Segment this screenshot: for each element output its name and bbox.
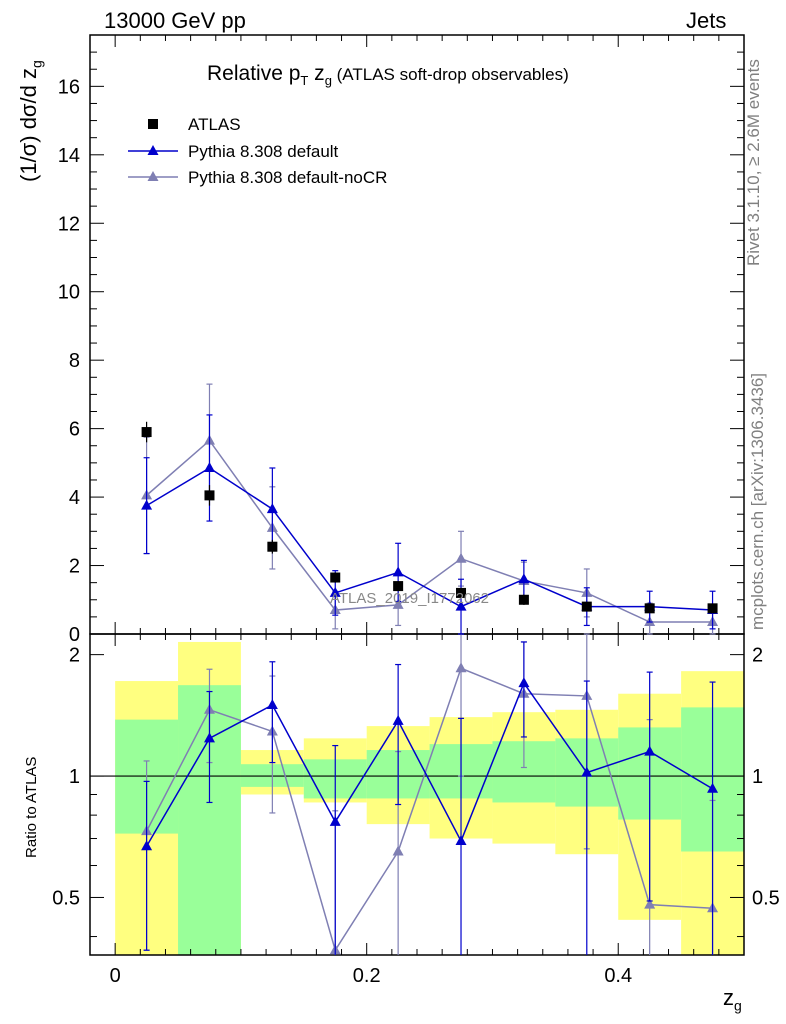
y-tick-label-ratio-right: 1	[752, 766, 763, 788]
pythia-nocr-line	[146, 439, 713, 623]
x-tick-label: 0.2	[353, 965, 381, 987]
y-tick-label-main: 14	[58, 145, 80, 167]
pythia-default-ratio-marker	[141, 840, 153, 851]
x-tick-label: 0.4	[604, 965, 632, 987]
header-right: Jets	[686, 8, 727, 33]
pythia-default-marker	[266, 503, 278, 514]
atlas-marker	[267, 541, 278, 552]
x-tick-label: 0	[110, 965, 121, 987]
pythia-nocr-ratio-marker	[392, 845, 404, 856]
pythia-default-marker	[329, 586, 341, 597]
pythia-default-ratio-marker	[644, 745, 656, 756]
pythia-default-ratio-marker	[329, 815, 341, 826]
pythia-default-line	[146, 467, 713, 611]
pythia-default-ratio-line	[145, 681, 713, 847]
mcplots-info: mcplots.cern.ch [arXiv:1306.3436]	[748, 372, 767, 630]
legend-label: Pythia 8.308 default	[188, 142, 339, 161]
pythia-default-marker	[141, 499, 153, 510]
atlas-marker	[456, 587, 467, 598]
y-tick-label-ratio: 0.5	[52, 887, 80, 909]
x-axis-label-text: z	[723, 985, 734, 1010]
x-axis-label: zg	[723, 985, 742, 1013]
y-tick-label-ratio: 1	[69, 766, 80, 788]
atlas-marker	[330, 572, 341, 583]
pythia-default-marker	[455, 600, 467, 611]
y-tick-label-main: 10	[58, 282, 80, 304]
y-tick-label-main: 6	[69, 419, 80, 441]
y-tick-label-main: 16	[58, 76, 80, 98]
plot-title-paren: (ATLAS soft-drop observables)	[331, 65, 569, 84]
y-tick-label-main: 8	[69, 350, 80, 372]
pythia-default-ratio-marker	[581, 766, 593, 777]
atlas-marker	[518, 594, 529, 605]
legend-label: ATLAS	[188, 115, 241, 134]
legend-marker	[147, 145, 159, 155]
legend-label: Pythia 8.308 default-noCR	[188, 168, 387, 187]
atlas-marker	[393, 581, 404, 592]
pythia-nocr-marker	[392, 598, 404, 609]
pythia-nocr-ratio-marker	[455, 662, 467, 673]
pythia-default-ratio-marker	[707, 782, 719, 793]
legend-marker	[147, 171, 159, 181]
y-axis-label-ratio: Ratio to ATLAS	[23, 756, 40, 858]
analysis-watermark: ATLAS_2019_I1772062	[330, 590, 490, 607]
atlas-marker	[204, 490, 215, 501]
pythia-nocr-ratio-line	[145, 667, 713, 953]
axis-ticks	[90, 34, 745, 955]
y-tick-label-main: 12	[58, 213, 80, 235]
pythia-default-ratio-marker	[203, 732, 215, 743]
x-axis-label-sub: g	[734, 997, 742, 1014]
plot-title: Relative pT zg (ATLAS soft-drop observab…	[207, 62, 569, 88]
y-tick-label-ratio-right: 2	[752, 645, 763, 667]
plot-title-sub-t: T	[300, 73, 309, 89]
legend: ATLAS Pythia 8.308 default Pythia 8.308 de…	[128, 115, 387, 187]
pythia-default-ratio-marker	[392, 714, 404, 725]
y-axis-label-main: (1/σ) dσ/d zg	[16, 60, 44, 182]
atlas-marker	[707, 603, 718, 614]
rivet-info: Rivet 3.1.10, ≥ 2.6M events	[744, 59, 763, 266]
y-tick-label-ratio-right: 0.5	[752, 887, 780, 909]
legend-marker-atlas	[148, 119, 158, 129]
pythia-default-marker	[392, 566, 404, 577]
pythia-default-marker	[518, 573, 530, 584]
y-tick-label-ratio: 2	[69, 645, 80, 667]
y-tick-label-main: 0	[69, 624, 80, 646]
atlas-marker	[581, 601, 592, 612]
pythia-default-ratio-marker	[455, 835, 467, 846]
y-axis-label-main-sub: g	[28, 60, 45, 69]
pythia-nocr-ratio-marker	[644, 898, 656, 909]
plot-title-main: Relative p	[207, 62, 301, 85]
pythia-default-ratio-marker	[266, 699, 278, 710]
atlas-marker	[141, 427, 152, 438]
series-layer	[141, 383, 719, 955]
pythia-default-ratio-marker	[518, 677, 530, 688]
y-tick-label-main: 2	[69, 556, 80, 578]
header-left: 13000 GeV pp	[104, 8, 246, 33]
atlas-marker	[644, 603, 655, 614]
plot-title-z: z	[308, 62, 325, 85]
pythia-nocr-marker	[455, 552, 467, 563]
pythia-default-marker	[203, 461, 215, 472]
y-tick-label-main: 4	[69, 487, 80, 509]
plot-title-sub-g: g	[324, 73, 332, 89]
y-axis-label-main-text: (1/σ) dσ/d z	[16, 68, 41, 182]
